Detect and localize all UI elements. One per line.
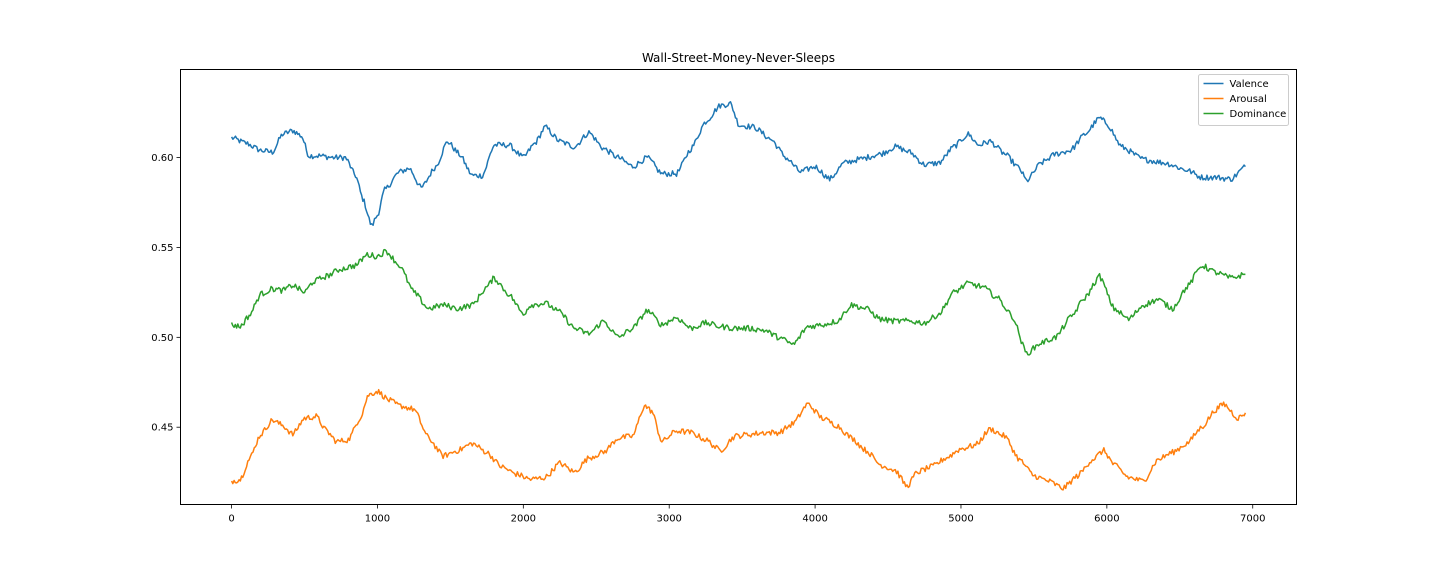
y-tick-label-0.45: 0.45 xyxy=(151,423,173,434)
y-tick-label-0.50: 0.50 xyxy=(151,333,173,344)
y-tick-label-0.60: 0.60 xyxy=(151,153,173,164)
series-layer xyxy=(230,101,1247,491)
x-tick-label-3000: 3000 xyxy=(656,514,681,525)
axes-frame xyxy=(180,69,1297,505)
x-tick-label-5000: 5000 xyxy=(948,514,973,525)
series-line-arousal xyxy=(230,388,1247,491)
x-tick-label-6000: 6000 xyxy=(1094,514,1119,525)
x-tick-label-7000: 7000 xyxy=(1240,514,1265,525)
x-tick-label-2000: 2000 xyxy=(511,514,536,525)
legend-label-dominance: Dominance xyxy=(1230,109,1287,120)
y-axis: 0.45 0.50 0.55 0.60 xyxy=(151,153,181,434)
x-tick-label-4000: 4000 xyxy=(802,514,827,525)
x-tick-label-1000: 1000 xyxy=(365,514,390,525)
series-line-dominance xyxy=(230,248,1246,356)
legend-label-arousal: Arousal xyxy=(1230,94,1267,105)
x-tick-label-0: 0 xyxy=(228,514,234,525)
x-axis: 0 1000 2000 3000 4000 5000 6000 7000 xyxy=(228,504,1265,525)
y-tick-label-0.55: 0.55 xyxy=(151,243,173,254)
series-line-valence xyxy=(230,101,1246,226)
legend-label-valence: Valence xyxy=(1230,79,1269,90)
chart-title: Wall-Street-Money-Never-Sleeps xyxy=(642,51,835,65)
legend: Valence Arousal Dominance xyxy=(1198,74,1289,126)
